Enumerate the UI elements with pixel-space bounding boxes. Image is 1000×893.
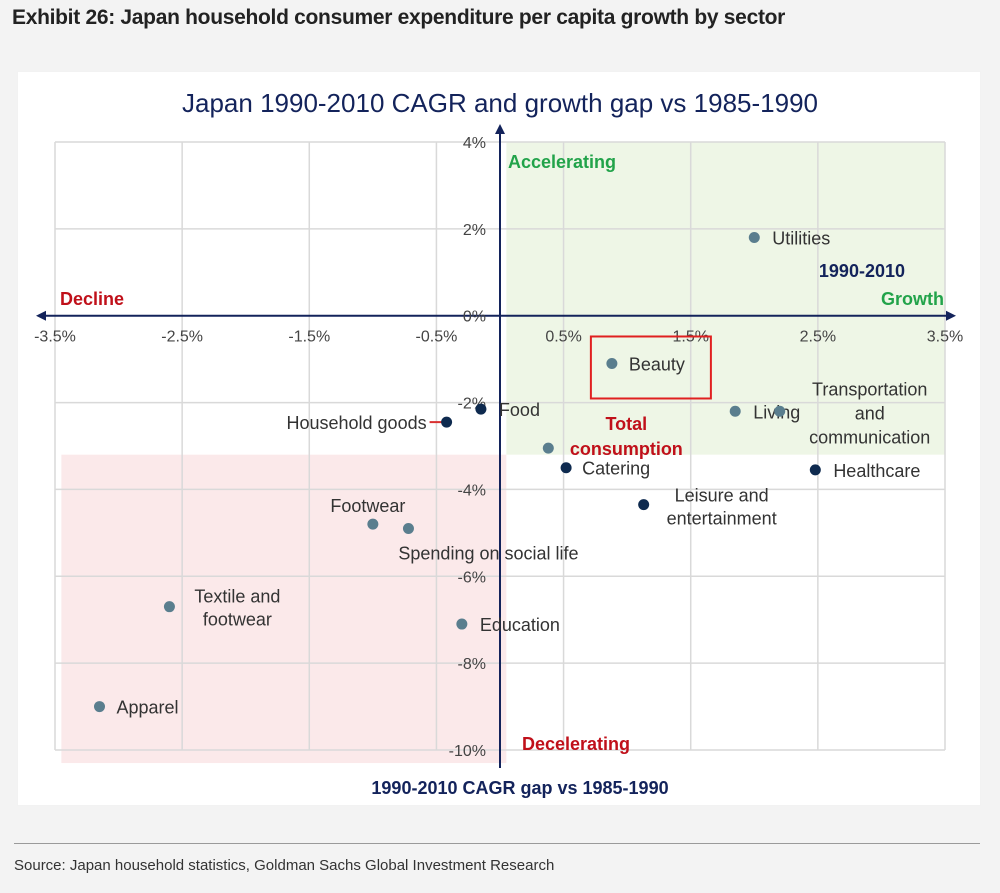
highlight-box-beauty xyxy=(589,335,712,400)
y-tick-label: 2% xyxy=(463,222,486,239)
point-label-catering: Catering xyxy=(582,459,650,479)
x-tick-label: -1.5% xyxy=(288,329,330,346)
x-axis-arrow xyxy=(946,310,956,321)
point-education xyxy=(456,618,468,630)
point-label-education: Education xyxy=(480,615,560,635)
point-label-textile-and-footwear: Textile and xyxy=(194,587,280,607)
y-tick-label: -10% xyxy=(449,743,486,760)
point-household-goods xyxy=(441,416,453,428)
y-tick-label: -8% xyxy=(458,656,486,673)
y-axis-title: 1990-2010 CAGR gap vs 1985-1990 xyxy=(371,778,668,798)
point-healthcare xyxy=(809,464,821,476)
point-label-total-consumption: Total xyxy=(605,414,647,434)
y-tick-label: -4% xyxy=(458,482,486,499)
decline-zone xyxy=(61,454,507,764)
source-note: Source: Japan household statistics, Gold… xyxy=(14,857,555,874)
source-divider xyxy=(14,843,980,844)
x-tick-label: 3.5% xyxy=(927,329,963,346)
point-catering xyxy=(560,462,572,474)
point-label-leisure-and-entertainment: Leisure and xyxy=(675,486,769,506)
point-label-apparel: Apparel xyxy=(117,698,179,718)
point-label-footwear: Footwear xyxy=(330,496,405,516)
chart-title: Japan 1990-2010 CAGR and growth gap vs 1… xyxy=(182,88,818,118)
point-label-household-goods: Household goods xyxy=(286,413,426,433)
point-label-textile-and-footwear: footwear xyxy=(203,610,272,630)
point-label-food: Food xyxy=(499,400,540,420)
point-leisure-and-entertainment xyxy=(638,499,650,511)
point-label-transportation-and-communication: and xyxy=(855,403,885,423)
x-axis-arrow-left xyxy=(36,310,46,321)
exhibit-title: Exhibit 26: Japan household consumer exp… xyxy=(12,6,786,29)
point-spending-on-social-life xyxy=(402,523,414,535)
y-tick-label: -6% xyxy=(458,569,486,586)
point-label-healthcare: Healthcare xyxy=(833,461,920,481)
point-footwear xyxy=(367,518,379,530)
point-total-consumption xyxy=(542,442,554,454)
point-label-total-consumption: consumption xyxy=(570,439,683,459)
point-transportation-and-communication xyxy=(774,405,786,417)
y-tick-label: 4% xyxy=(463,135,486,152)
point-label-leisure-and-entertainment: entertainment xyxy=(667,509,777,529)
x-tick-label: -2.5% xyxy=(161,329,203,346)
quadrant-label-decelerating: Decelerating xyxy=(522,734,630,754)
point-label-beauty: Beauty xyxy=(629,354,685,374)
x-tick-label: 2.5% xyxy=(800,329,836,346)
quadrant-label-accelerating: Accelerating xyxy=(508,152,616,172)
point-label-utilities: Utilities xyxy=(772,229,830,249)
point-textile-and-footwear xyxy=(163,601,175,613)
point-food xyxy=(475,403,487,415)
y-axis-arrow xyxy=(495,124,505,134)
point-living xyxy=(729,405,741,417)
quadrant-label-growth: Growth xyxy=(881,289,944,309)
point-beauty xyxy=(606,357,618,369)
point-label-transportation-and-communication: Transportation xyxy=(812,379,927,399)
x-axis-title: 1990-2010 xyxy=(819,261,905,281)
y-tick-label: 0% xyxy=(463,309,486,326)
point-label-transportation-and-communication: communication xyxy=(809,427,930,447)
x-tick-label: 0.5% xyxy=(545,329,581,346)
x-tick-label: -0.5% xyxy=(416,329,458,346)
x-tick-label: -3.5% xyxy=(34,329,76,346)
quadrant-label-decline: Decline xyxy=(60,289,124,309)
point-apparel xyxy=(94,701,105,713)
point-utilities xyxy=(748,232,760,244)
point-label-spending-on-social-life: Spending on social life xyxy=(398,544,578,564)
